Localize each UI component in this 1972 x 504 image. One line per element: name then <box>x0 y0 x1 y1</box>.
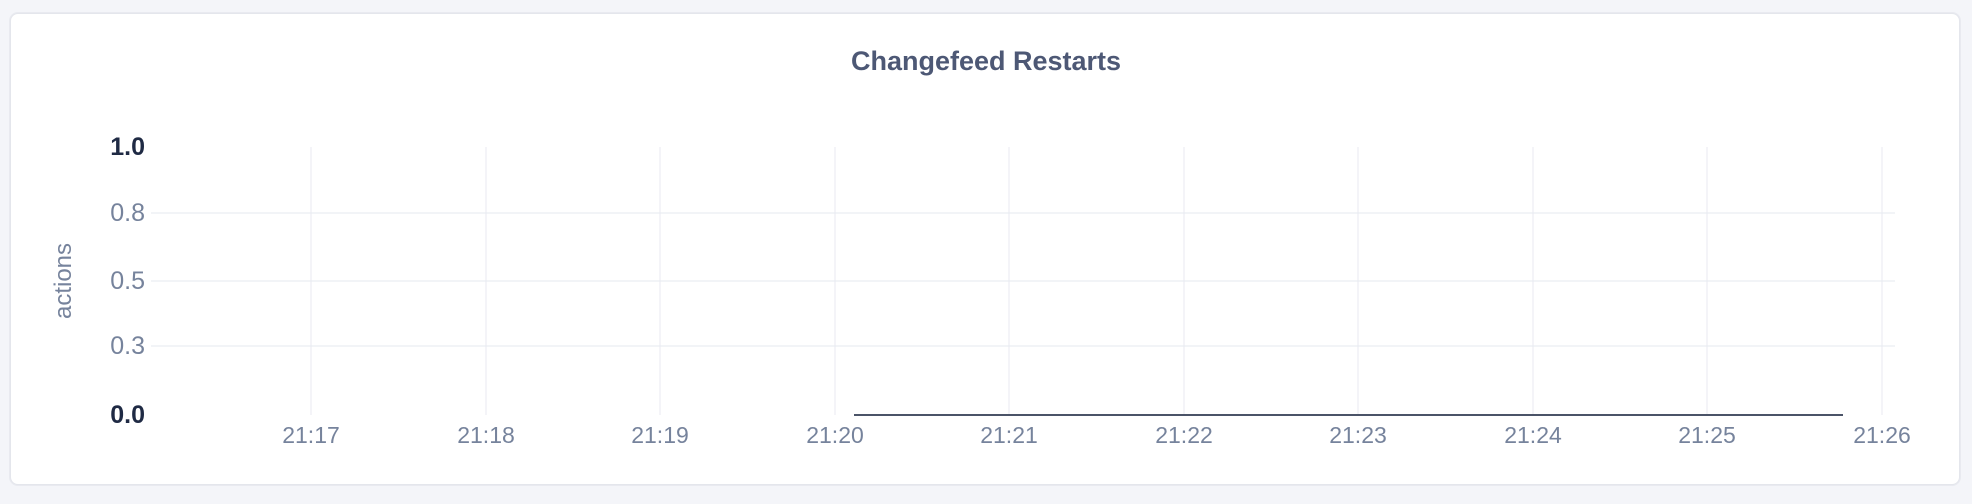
svg-text:21:23: 21:23 <box>1329 422 1387 448</box>
svg-text:0.0: 0.0 <box>110 401 145 429</box>
svg-text:0.8: 0.8 <box>110 199 145 227</box>
svg-text:21:22: 21:22 <box>1155 422 1213 448</box>
svg-text:21:25: 21:25 <box>1678 422 1736 448</box>
svg-text:21:18: 21:18 <box>457 422 515 448</box>
svg-text:21:20: 21:20 <box>806 422 864 448</box>
svg-text:0.5: 0.5 <box>110 267 145 295</box>
svg-text:21:26: 21:26 <box>1853 422 1911 448</box>
svg-text:1.0: 1.0 <box>110 133 145 161</box>
svg-text:21:24: 21:24 <box>1504 422 1562 448</box>
svg-text:0.3: 0.3 <box>110 332 145 360</box>
svg-text:21:17: 21:17 <box>282 422 340 448</box>
svg-text:actions: actions <box>50 243 77 319</box>
svg-text:21:21: 21:21 <box>980 422 1038 448</box>
svg-text:21:19: 21:19 <box>631 422 689 448</box>
